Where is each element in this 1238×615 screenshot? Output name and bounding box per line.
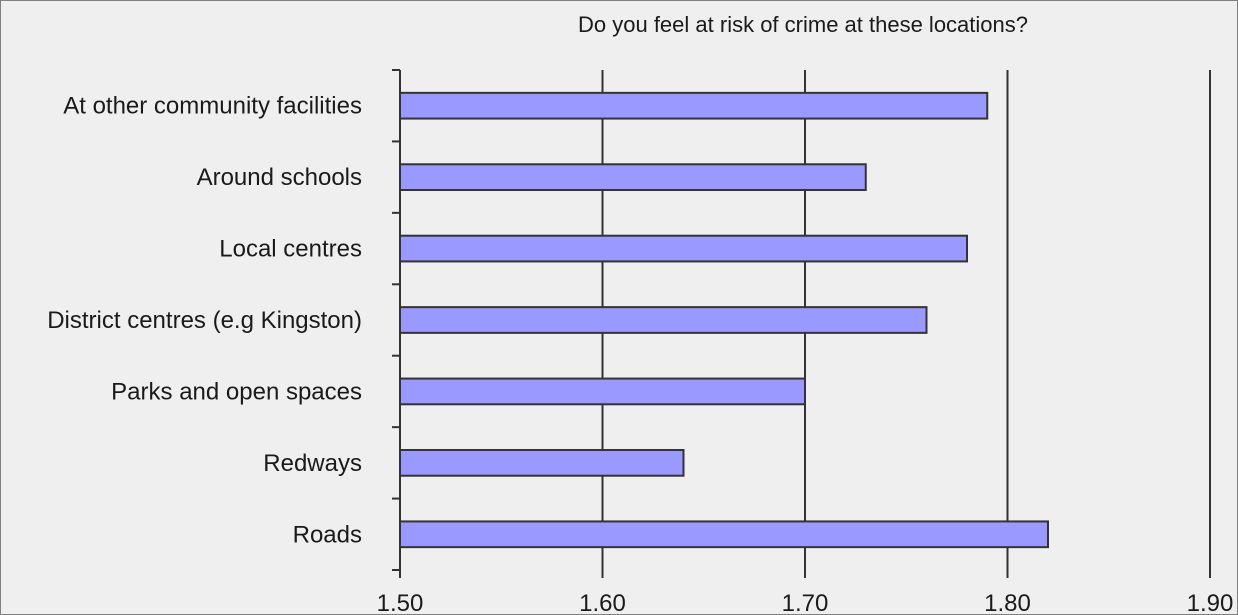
x-tick-labels: 1.50 1.60 1.70 1.80 1.90	[377, 590, 1234, 615]
category-label: At other community facilities	[63, 93, 362, 120]
bar	[399, 520, 1049, 549]
chart-title: Do you feel at risk of crime at these lo…	[578, 12, 1028, 37]
bar	[399, 449, 685, 477]
category-label: Parks and open spaces	[111, 378, 362, 405]
bar	[399, 91, 989, 120]
bar	[399, 306, 928, 334]
category-label: Local centres	[219, 236, 362, 263]
bar	[399, 234, 968, 263]
bar	[399, 163, 867, 192]
bar	[399, 377, 806, 406]
category-labels: At other community facilities Around scho…	[47, 93, 362, 549]
x-tick-label: 1.60	[579, 590, 626, 615]
x-tick-label: 1.70	[782, 590, 829, 615]
category-label: Around schools	[197, 164, 362, 191]
x-tick-label: 1.80	[984, 590, 1031, 615]
x-tick-label: 1.50	[377, 590, 424, 615]
x-tick-label: 1.90	[1187, 590, 1234, 615]
category-label: District centres (e.g Kingston)	[47, 307, 362, 334]
category-label: Roads	[293, 521, 362, 548]
bars	[399, 91, 1049, 549]
category-label: Redways	[263, 450, 362, 477]
